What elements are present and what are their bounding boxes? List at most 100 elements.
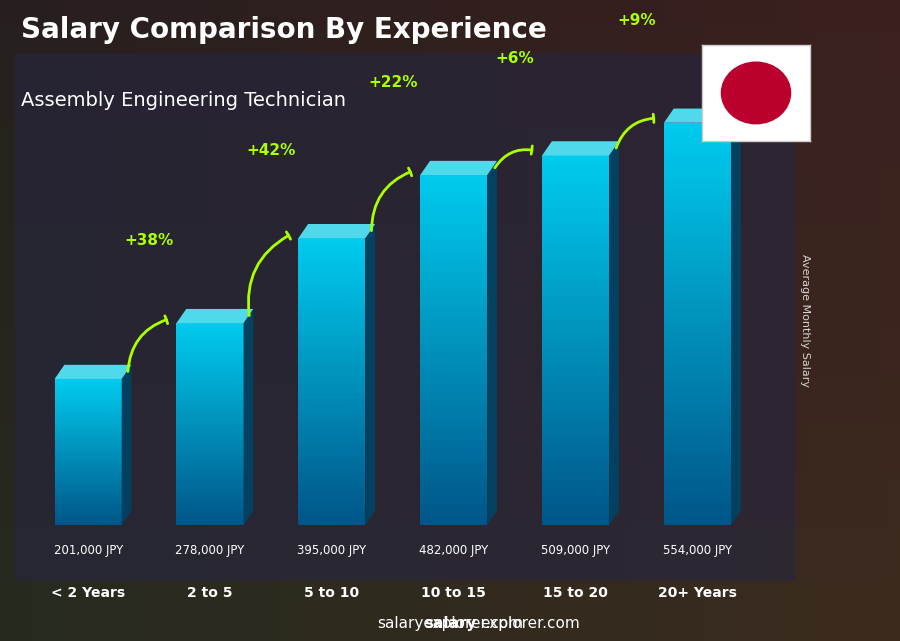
Bar <box>420 238 487 245</box>
Bar <box>299 473 365 479</box>
Bar <box>55 379 122 382</box>
Bar <box>420 371 487 378</box>
Bar <box>542 414 609 421</box>
Text: Assembly Engineering Technician: Assembly Engineering Technician <box>21 90 346 110</box>
Bar <box>176 424 244 428</box>
Bar <box>299 307 365 313</box>
Bar <box>55 446 122 449</box>
Bar <box>542 251 609 259</box>
Bar <box>55 522 122 525</box>
Bar <box>664 348 731 356</box>
Bar <box>664 509 731 517</box>
Bar <box>420 504 487 511</box>
Bar <box>420 406 487 413</box>
Bar <box>299 490 365 496</box>
Bar <box>55 513 122 516</box>
Bar <box>664 308 731 316</box>
Bar <box>420 308 487 315</box>
Bar <box>176 444 244 448</box>
Bar <box>542 222 609 229</box>
Bar <box>299 410 365 416</box>
Bar <box>176 472 244 476</box>
Bar <box>299 399 365 404</box>
Text: salaryexplorer.com: salaryexplorer.com <box>377 616 523 631</box>
Bar <box>55 423 122 426</box>
Bar <box>176 392 244 395</box>
Bar <box>55 495 122 499</box>
Bar <box>176 404 244 408</box>
Bar <box>664 171 731 179</box>
Bar <box>664 477 731 485</box>
Bar <box>664 444 731 453</box>
Bar <box>176 428 244 432</box>
Bar <box>176 363 244 367</box>
Bar <box>420 259 487 266</box>
Bar <box>299 244 365 249</box>
Bar <box>542 429 609 437</box>
Polygon shape <box>487 161 497 525</box>
Bar <box>664 501 731 509</box>
Bar <box>542 362 609 370</box>
Bar <box>420 434 487 441</box>
Bar <box>664 211 731 219</box>
Bar <box>542 229 609 237</box>
Bar <box>542 437 609 444</box>
Bar <box>420 294 487 301</box>
Bar <box>542 288 609 296</box>
Bar <box>664 396 731 404</box>
Bar <box>299 376 365 381</box>
Bar <box>420 518 487 525</box>
Bar <box>664 485 731 493</box>
Bar <box>176 521 244 525</box>
Polygon shape <box>420 161 497 175</box>
Text: +9%: +9% <box>617 13 656 28</box>
Bar <box>542 495 609 503</box>
Bar <box>299 364 365 370</box>
Bar <box>542 517 609 525</box>
Bar <box>420 462 487 469</box>
Bar <box>176 335 244 339</box>
Bar <box>299 428 365 433</box>
Bar <box>55 516 122 519</box>
Bar <box>55 403 122 405</box>
Bar <box>542 333 609 340</box>
Bar <box>299 451 365 456</box>
Bar <box>176 476 244 481</box>
Bar <box>420 266 487 273</box>
Bar <box>176 360 244 363</box>
Bar <box>176 492 244 497</box>
Bar <box>55 420 122 423</box>
Bar <box>542 451 609 458</box>
Bar <box>176 485 244 488</box>
Bar <box>542 503 609 510</box>
Bar <box>176 412 244 416</box>
Bar <box>664 292 731 300</box>
Bar <box>299 496 365 502</box>
Bar <box>299 324 365 330</box>
Bar <box>299 290 365 296</box>
Bar <box>542 163 609 170</box>
Bar <box>420 392 487 399</box>
Bar <box>55 394 122 397</box>
Bar <box>664 122 731 131</box>
Bar <box>299 467 365 473</box>
Bar <box>542 170 609 178</box>
Bar <box>299 358 365 364</box>
Bar <box>176 509 244 513</box>
Bar <box>176 481 244 485</box>
Bar <box>176 379 244 383</box>
Bar <box>542 266 609 274</box>
Bar <box>299 347 365 353</box>
Bar <box>664 388 731 396</box>
Bar <box>664 131 731 139</box>
Bar <box>420 280 487 287</box>
Bar <box>55 443 122 446</box>
Bar <box>176 460 244 464</box>
Bar <box>55 388 122 390</box>
Bar <box>176 344 244 347</box>
Bar <box>55 510 122 513</box>
Bar <box>299 462 365 467</box>
Bar <box>420 287 487 294</box>
Bar <box>55 411 122 414</box>
Bar <box>542 377 609 385</box>
